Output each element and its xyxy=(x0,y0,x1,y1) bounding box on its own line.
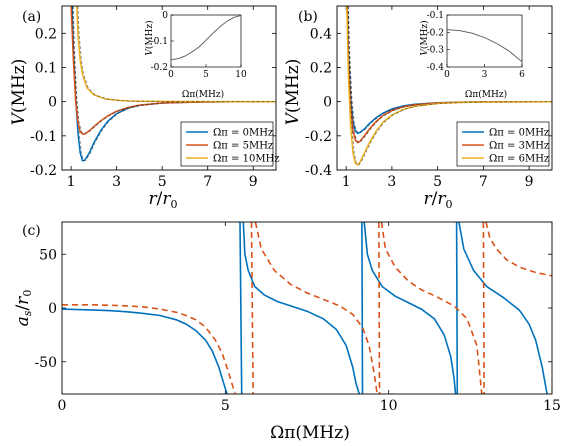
x-tick-label: 1 xyxy=(67,174,76,190)
panel-a: (a) V(MHz) r/r0 1 3 5 7 9 -0.2 -0.1 0 0.1 0.2 Ωπ … xyxy=(9,5,280,211)
y-tick-label: -50 xyxy=(34,355,57,371)
panel-b-ylabel: V(MHz) xyxy=(283,59,303,126)
x-tick-label: 5 xyxy=(433,174,442,190)
series-orange-segment xyxy=(62,303,236,394)
y-tick-label: -0.2 xyxy=(30,163,57,179)
x-tick-label: 3 xyxy=(387,174,396,190)
inset-frame xyxy=(170,14,242,68)
series-blue-segment xyxy=(458,222,548,394)
panel-a-inset-xlabel: Ωπ(MHz) xyxy=(182,89,224,100)
x-tick-label: 7 xyxy=(479,174,488,190)
x-tick-label: 5 xyxy=(158,174,167,190)
x-tick-label: 3 xyxy=(112,174,121,190)
series-orange-approx xyxy=(71,6,276,135)
inset-y-tick-label: -0.2 xyxy=(427,28,444,38)
panel-c-plot-area: 0 5 10 15 -50 0 50 xyxy=(34,221,561,414)
legend-entry: Ωπ = 0MHz xyxy=(213,128,273,139)
series-orange-line xyxy=(70,6,276,135)
inset-y-tick-label: -0.1 xyxy=(151,37,168,47)
panel-a-tag: (a) xyxy=(22,9,41,25)
y-tick-label: 0 xyxy=(48,301,57,317)
panel-a-plot-area: 1 3 5 7 9 -0.2 -0.1 0 0.1 0.2 xyxy=(30,5,277,190)
inset-x-tick-label: 0 xyxy=(168,70,174,80)
legend-entry: Ωπ = 0MHz xyxy=(489,128,549,139)
inset-y-tick-label: 0 xyxy=(162,11,168,21)
inset-y-tick-label: -0.3 xyxy=(427,46,445,56)
series-orange-segment xyxy=(250,222,254,394)
panel-a-ylabel: V(MHz) xyxy=(9,59,29,126)
x-tick-label: 7 xyxy=(203,174,212,190)
series-yellow-approx xyxy=(77,6,276,103)
series-blue-segment xyxy=(361,222,364,394)
x-tick-label: 1 xyxy=(342,174,351,190)
series-group xyxy=(62,222,552,394)
panel-a-inset-ylabel: V(MHz) xyxy=(144,20,155,55)
y-tick-label: 0 xyxy=(48,95,57,111)
x-tick-label: 5 xyxy=(221,398,230,414)
panel-b-inset-xlabel: Ωπ(MHz) xyxy=(465,89,507,100)
panel-c: (c) as/r0 Ωπ(MHz) 0 5 10 15 -50 0 50 xyxy=(13,221,561,443)
series-orange-segment xyxy=(380,222,483,394)
series-yellow-approx xyxy=(347,6,552,166)
series-orange-segment xyxy=(378,222,381,394)
legend-entry: Ωπ = 10MHz xyxy=(213,154,280,165)
y-tick-label: 0.2 xyxy=(310,61,332,77)
legend-entry: Ωπ = 3MHz xyxy=(489,141,549,152)
series-blue-segment xyxy=(363,222,457,394)
inset-x-tick-label: 3 xyxy=(482,70,488,80)
y-tick-label: 0.2 xyxy=(35,26,57,42)
inset-x-tick-label: 5 xyxy=(203,70,209,80)
y-tick-label: -0.1 xyxy=(30,129,57,145)
series-orange-segment xyxy=(254,222,378,394)
panel-b-tag: (b) xyxy=(298,9,318,25)
y-tick-label: -0.4 xyxy=(305,163,332,179)
panel-a-legend: Ωπ = 0MHz Ωπ = 5MHz Ωπ = 10MHz xyxy=(180,121,280,167)
axes-frame xyxy=(61,5,277,171)
panel-c-tag: (c) xyxy=(22,223,41,239)
series-orange-segment xyxy=(485,222,552,277)
series-blue-segment xyxy=(62,308,228,394)
inset-y-tick-label: -0.1 xyxy=(427,11,444,21)
y-tick-label: 0.4 xyxy=(310,26,332,42)
inset-frame xyxy=(446,14,523,68)
panel-b-plot-area: 1 3 5 7 9 -0.4 -0.2 0 0.2 0.4 xyxy=(305,5,553,190)
x-tick-label: 10 xyxy=(380,398,398,414)
inset-curve xyxy=(170,15,242,61)
series-group xyxy=(346,6,552,166)
y-tick-label: 50 xyxy=(39,247,57,263)
panel-b-inset: V(MHz) Ωπ(MHz) 0 3 6 -0.1 -0.2 -0.3 -0.4 xyxy=(419,11,525,100)
y-tick-label: -0.2 xyxy=(305,129,332,145)
series-group xyxy=(70,6,276,162)
inset-curve xyxy=(446,29,523,63)
x-tick-label: 9 xyxy=(525,174,534,190)
x-tick-label: 0 xyxy=(58,398,67,414)
y-tick-label: 0 xyxy=(323,95,332,111)
legend-entry: Ωπ = 6MHz xyxy=(489,154,549,165)
panel-b-legend: Ωπ = 0MHz Ωπ = 3MHz Ωπ = 6MHz xyxy=(456,121,550,167)
panel-b-inset-ylabel: V(MHz) xyxy=(419,20,430,55)
inset-y-tick-label: -0.4 xyxy=(427,63,445,73)
axes-frame xyxy=(336,5,553,171)
panel-b-xlabel: r/r0 xyxy=(423,189,452,211)
axes-frame xyxy=(61,221,553,395)
legend-entry: Ωπ = 5MHz xyxy=(213,141,273,152)
inset-x-tick-label: 6 xyxy=(519,70,525,80)
inset-x-tick-label: 0 xyxy=(444,70,450,80)
panel-b: (b) V(MHz) r/r0 1 3 5 7 9 -0.4 -0.2 0 0.2 0.4 Ωπ … xyxy=(283,5,553,211)
inset-y-tick-label: -0.2 xyxy=(151,63,168,73)
series-blue-approx xyxy=(73,6,276,162)
series-blue-segment xyxy=(239,222,243,394)
panel-c-ylabel: as/r0 xyxy=(13,290,34,327)
panel-a-inset: V(MHz) Ωπ(MHz) 0 5 10 -0.2 -0.1 0 xyxy=(144,11,247,100)
x-tick-label: 9 xyxy=(249,174,258,190)
series-blue-segment xyxy=(242,222,361,394)
panel-c-xlabel: Ωπ(MHz) xyxy=(270,423,350,443)
series-orange-segment xyxy=(482,222,485,394)
y-tick-label: 0.1 xyxy=(35,61,57,77)
x-tick-label: 15 xyxy=(543,398,561,414)
panel-a-xlabel: r/r0 xyxy=(148,189,177,211)
inset-x-tick-label: 10 xyxy=(235,70,247,80)
